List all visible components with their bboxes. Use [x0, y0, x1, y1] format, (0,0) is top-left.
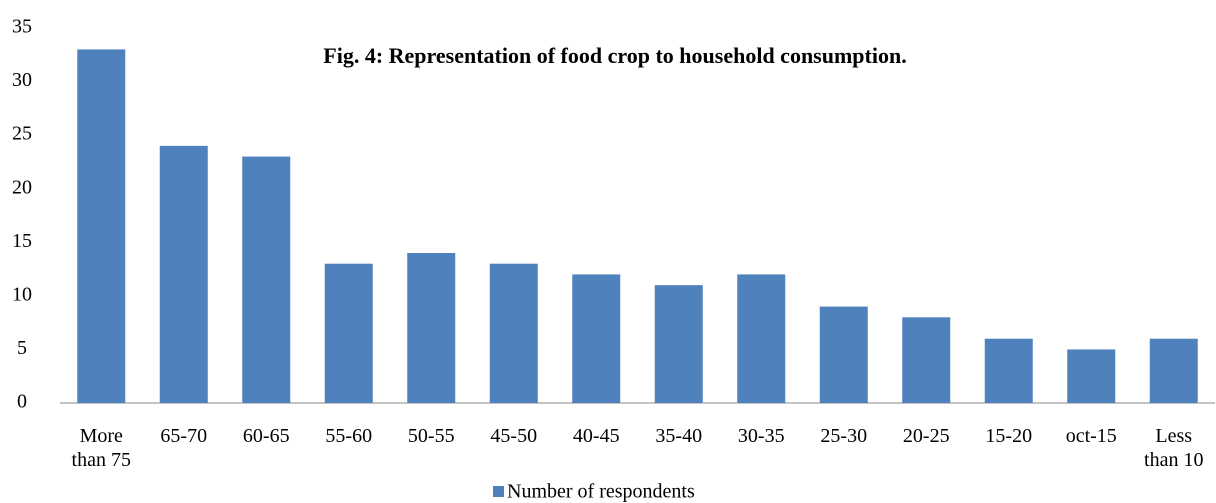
x-tick-label: oct-15	[1065, 425, 1117, 447]
x-tick-label: 55-60	[325, 425, 373, 447]
x-tick-label: 40-45	[572, 425, 620, 447]
x-tick-label: Less than 10	[1144, 425, 1204, 471]
x-tick-label: 50-55	[407, 425, 455, 447]
x-tick-label: 25-30	[820, 425, 868, 447]
y-tick-label: 5	[17, 337, 27, 359]
bar	[77, 49, 126, 404]
bar	[984, 338, 1033, 403]
bar	[737, 274, 786, 403]
x-tick-label: 60-65	[242, 425, 290, 447]
bar	[902, 317, 951, 403]
bar	[572, 274, 621, 403]
x-tick-label: 15-20	[985, 425, 1033, 447]
y-tick-label: 35	[12, 16, 32, 38]
x-tick-label: 20-25	[902, 425, 950, 447]
bar	[489, 263, 538, 403]
y-tick-label: 25	[12, 123, 32, 145]
legend-swatch	[493, 486, 504, 497]
bar	[159, 145, 208, 403]
x-tick-label: 65-70	[160, 425, 208, 447]
bar	[819, 306, 868, 403]
y-tick-label: 20	[12, 176, 32, 198]
bar	[407, 253, 456, 403]
x-tick-label: 30-35	[737, 425, 785, 447]
chart-title: Fig. 4: Representation of food crop to h…	[323, 43, 906, 68]
x-tick-label: More than 75	[71, 425, 131, 471]
bar	[654, 285, 703, 403]
y-tick-label: 15	[12, 230, 32, 252]
bar	[1067, 349, 1116, 403]
y-tick-label: 0	[17, 391, 27, 413]
y-tick-label: 10	[12, 283, 32, 305]
x-tick-label: 35-40	[655, 425, 703, 447]
y-tick-label: 30	[12, 69, 32, 91]
x-tick-label: 45-50	[490, 425, 538, 447]
bar	[324, 263, 373, 403]
bar	[242, 156, 291, 403]
bar	[1149, 338, 1198, 403]
legend-label: Number of respondents	[507, 481, 695, 503]
